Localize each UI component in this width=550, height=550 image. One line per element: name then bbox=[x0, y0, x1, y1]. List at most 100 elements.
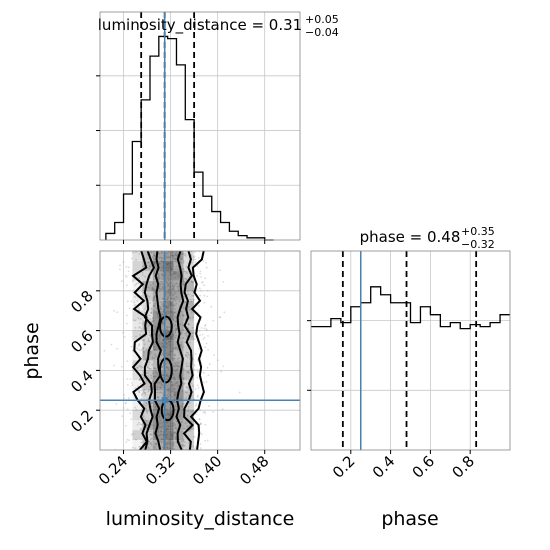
joint-scatter-point bbox=[183, 254, 186, 256]
joint-scatter-point bbox=[165, 293, 167, 296]
joint-scatter-point bbox=[154, 446, 157, 448]
joint-density-cell bbox=[142, 410, 153, 421]
joint-scatter-point bbox=[185, 277, 187, 280]
joint-scatter-point bbox=[160, 269, 163, 272]
joint-scatter-point bbox=[186, 414, 189, 417]
joint-scatter-point bbox=[192, 294, 195, 297]
joint-scatter-point bbox=[194, 446, 197, 449]
joint-scatter-point bbox=[161, 288, 164, 290]
joint-scatter-point bbox=[192, 316, 195, 319]
joint-density-cell bbox=[152, 440, 163, 450]
joint-scatter-point bbox=[160, 256, 163, 259]
joint-scatter-point bbox=[131, 257, 133, 260]
joint-scatter-point bbox=[171, 285, 174, 288]
joint-scatter-point bbox=[174, 311, 176, 314]
joint-scatter-point bbox=[151, 256, 154, 259]
joint-scatter-point bbox=[187, 371, 190, 374]
joint-scatter-point bbox=[148, 331, 151, 334]
joint-density-cell bbox=[142, 261, 153, 271]
joint-density-cell bbox=[183, 390, 195, 401]
joint-scatter-point bbox=[177, 274, 179, 277]
joint-scatter-point bbox=[153, 305, 155, 307]
joint-scatter-point bbox=[174, 316, 177, 319]
joint-scatter-point bbox=[168, 394, 171, 397]
joint-scatter-point bbox=[186, 272, 189, 275]
joint-scatter-point bbox=[173, 431, 176, 434]
joint-scatter-point bbox=[182, 329, 185, 331]
joint-scatter-point bbox=[166, 306, 169, 309]
joint-scatter-point bbox=[186, 356, 189, 359]
joint-scatter-point bbox=[206, 329, 208, 332]
joint-density-cell bbox=[173, 280, 184, 291]
joint-scatter-point bbox=[206, 366, 209, 369]
joint-scatter-point bbox=[182, 283, 185, 286]
joint-density-cell bbox=[152, 290, 163, 301]
joint-scatter-point bbox=[173, 393, 176, 396]
joint-scatter-point bbox=[169, 415, 172, 417]
joint-scatter-point bbox=[158, 252, 160, 255]
joint-scatter-point bbox=[173, 297, 176, 300]
joint-scatter-point bbox=[149, 334, 152, 337]
joint-scatter-point bbox=[174, 383, 177, 385]
joint-scatter-point bbox=[185, 351, 188, 354]
joint-scatter-point bbox=[166, 413, 169, 416]
joint-scatter-point bbox=[167, 306, 170, 309]
joint-scatter-point bbox=[122, 331, 124, 334]
joint-scatter-point bbox=[220, 370, 223, 373]
joint-scatter-point bbox=[170, 292, 173, 295]
joint-scatter-point bbox=[177, 376, 180, 379]
joint-scatter-point bbox=[161, 257, 164, 260]
joint-scatter-point bbox=[151, 402, 153, 405]
joint-scatter-point bbox=[140, 374, 143, 376]
phase-title: phase = 0.48 bbox=[360, 228, 461, 246]
joint-scatter-point bbox=[152, 319, 155, 322]
joint-scatter-point bbox=[159, 430, 162, 433]
joint-scatter-point bbox=[116, 311, 119, 314]
joint-density-cell bbox=[183, 290, 195, 301]
joint-scatter-point bbox=[183, 383, 185, 386]
joint-scatter-point bbox=[159, 386, 162, 388]
joint-scatter-point bbox=[161, 274, 164, 277]
joint-scatter-point bbox=[187, 405, 190, 408]
joint-scatter-point bbox=[167, 376, 170, 378]
joint-scatter-point bbox=[161, 314, 163, 316]
joint-scatter-point bbox=[153, 376, 156, 378]
joint-scatter-point bbox=[184, 422, 187, 425]
joint-scatter-point bbox=[221, 408, 224, 410]
joint-scatter-point bbox=[145, 419, 148, 422]
joint-scatter-point bbox=[147, 325, 150, 327]
joint-scatter-point bbox=[165, 359, 168, 362]
joint-scatter-point bbox=[150, 351, 153, 354]
joint-scatter-point bbox=[160, 301, 163, 304]
joint-scatter-point bbox=[182, 253, 185, 255]
joint-scatter-point bbox=[195, 353, 197, 355]
joint-scatter-point bbox=[162, 286, 164, 289]
joint-scatter-point bbox=[173, 285, 176, 287]
joint-scatter-point bbox=[140, 398, 143, 400]
joint-scatter-point bbox=[161, 280, 163, 283]
joint-density-cell bbox=[162, 340, 174, 351]
joint-scatter-point bbox=[153, 262, 156, 265]
joint-scatter-point bbox=[193, 368, 196, 371]
joint-scatter-point bbox=[199, 270, 202, 273]
joint-scatter-point bbox=[193, 435, 196, 438]
joint-scatter-point bbox=[153, 296, 156, 299]
joint-scatter-point bbox=[137, 385, 140, 387]
joint-scatter-point bbox=[187, 388, 190, 391]
joint-scatter-point bbox=[205, 328, 208, 331]
joint-scatter-point bbox=[168, 442, 171, 444]
joint-scatter-point bbox=[200, 433, 203, 436]
joint-scatter-point bbox=[134, 304, 136, 307]
joint-scatter-point bbox=[206, 289, 209, 292]
joint-density-cell bbox=[152, 380, 163, 391]
joint-scatter-point bbox=[161, 366, 163, 368]
joint-scatter-point bbox=[162, 285, 164, 288]
joint-scatter-point bbox=[199, 422, 202, 425]
joint-scatter-point bbox=[143, 391, 146, 394]
joint-scatter-point bbox=[172, 373, 175, 375]
joint-density-cell bbox=[173, 370, 184, 381]
joint-scatter-point bbox=[149, 438, 152, 440]
joint-scatter-point bbox=[142, 339, 144, 342]
joint-scatter-point bbox=[204, 325, 206, 327]
joint-scatter-point bbox=[151, 380, 154, 383]
